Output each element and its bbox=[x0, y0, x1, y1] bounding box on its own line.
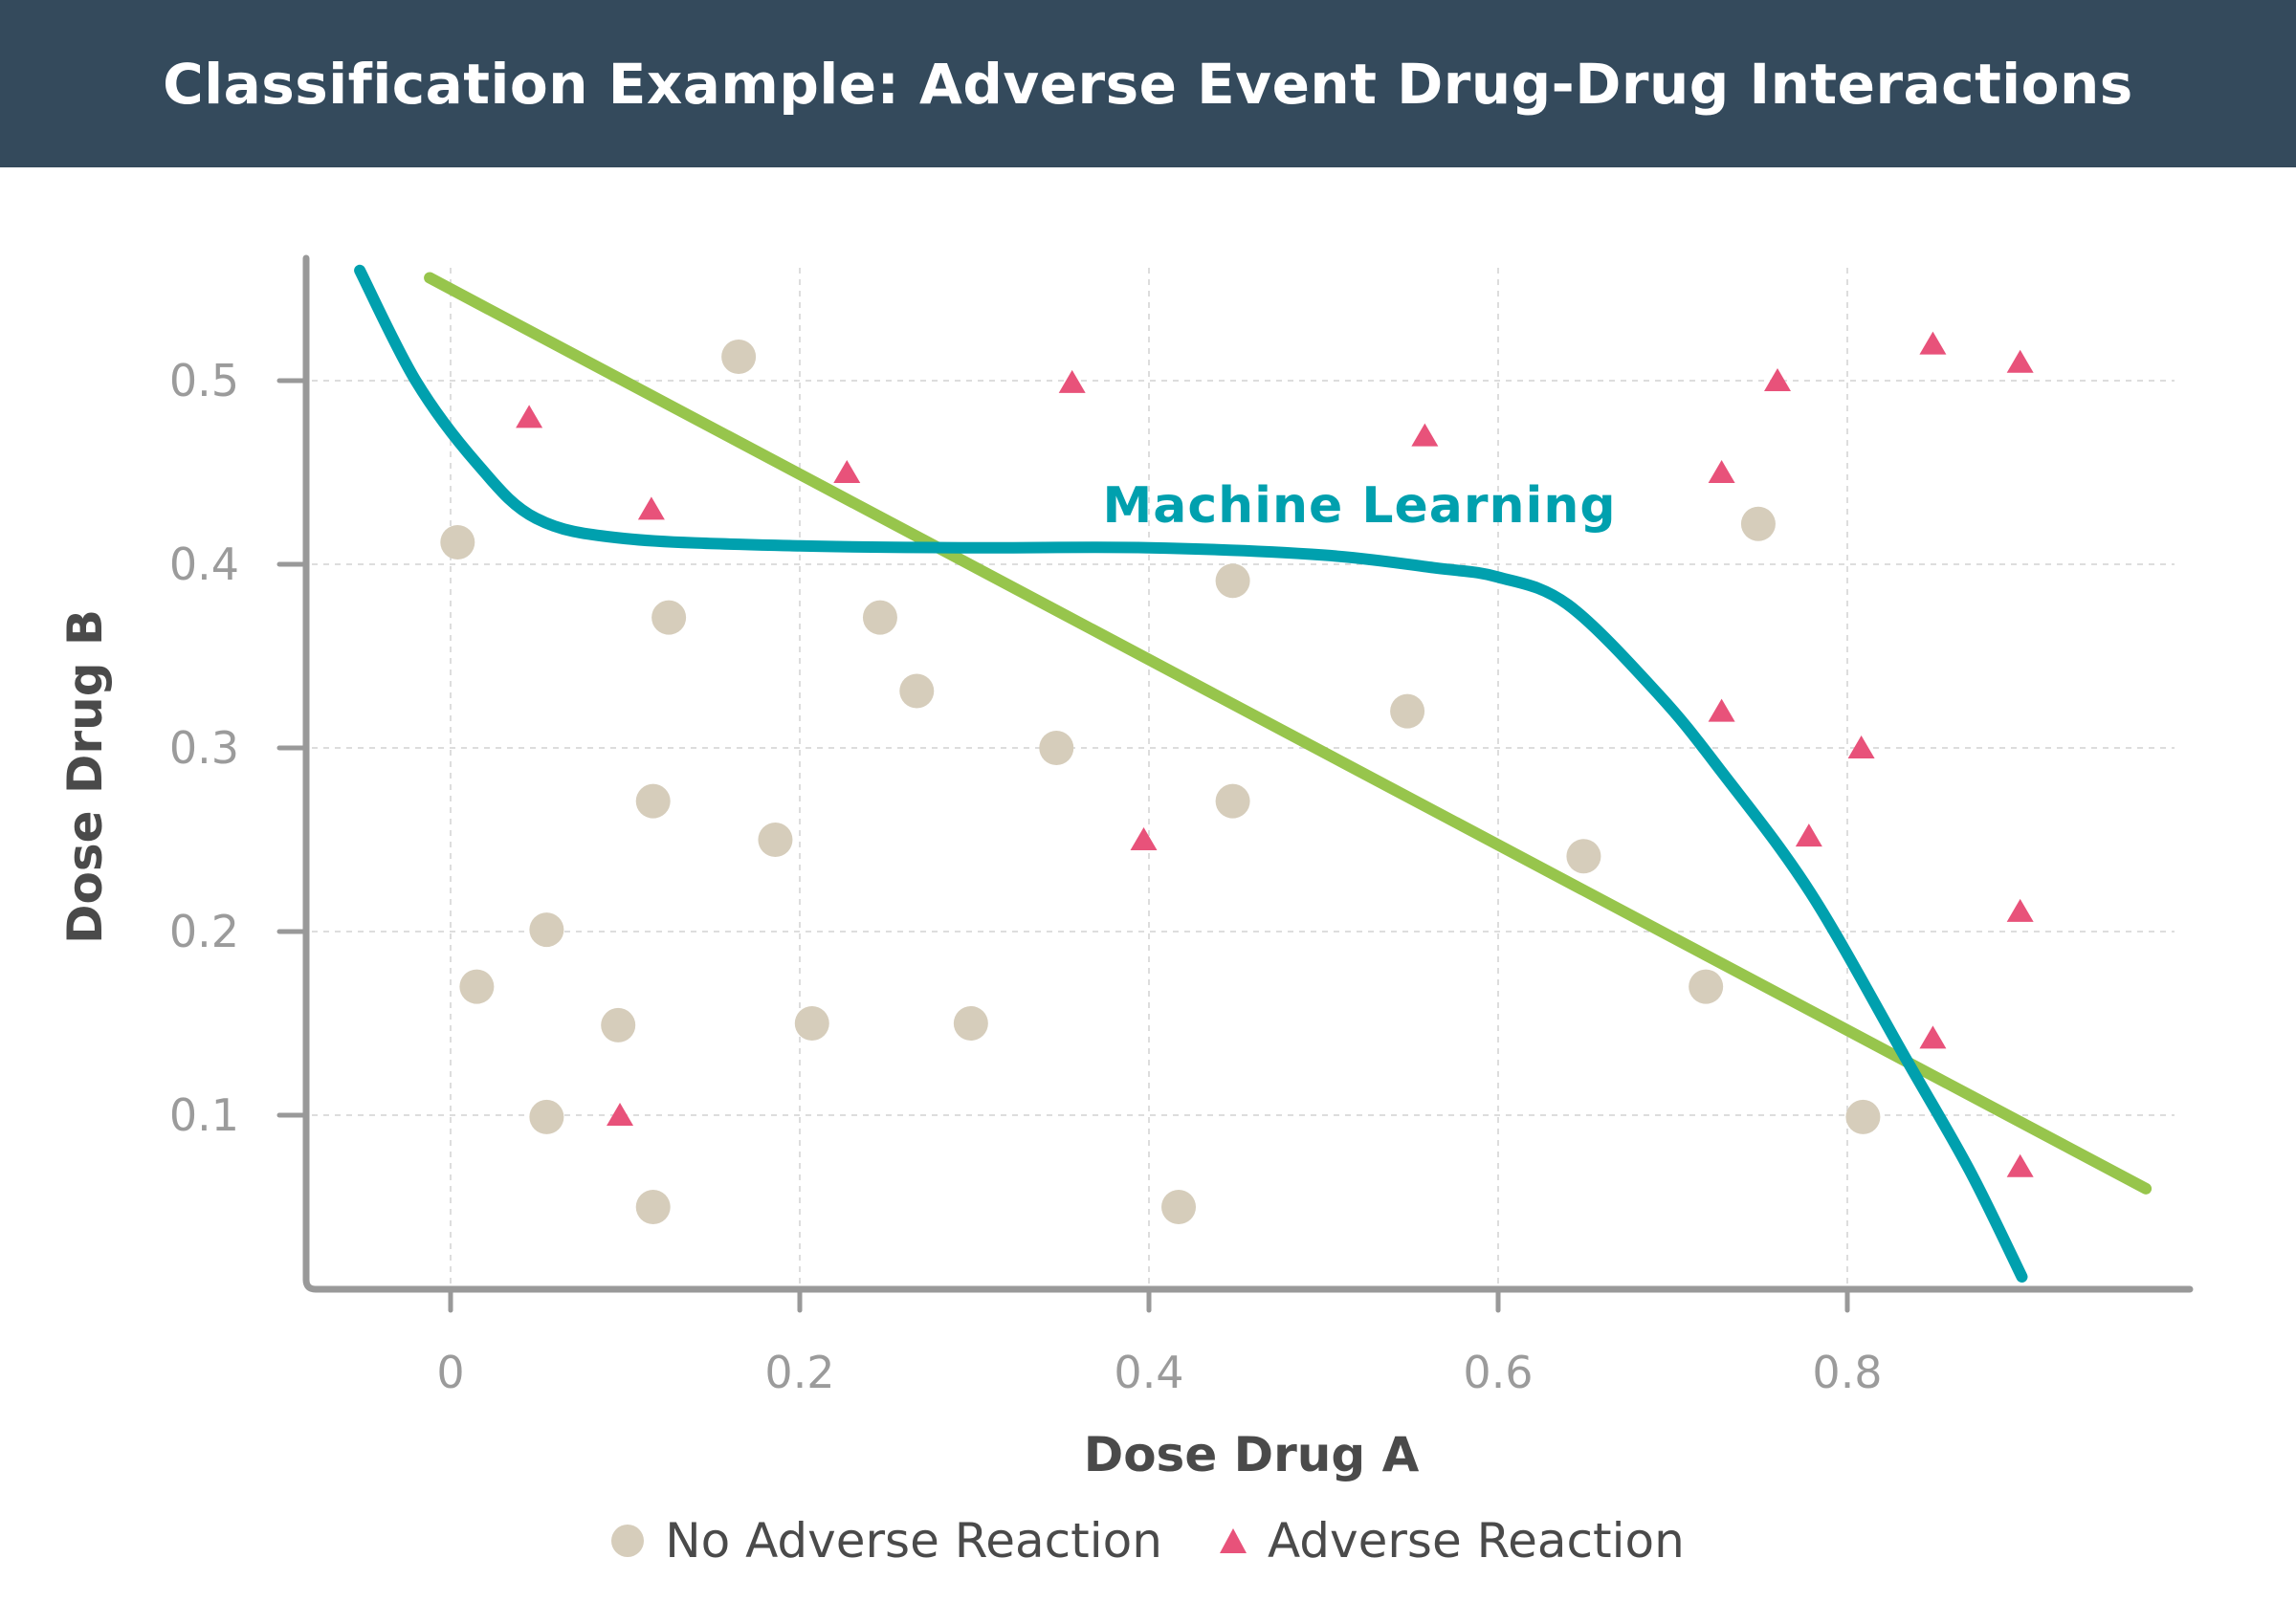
adverse-reaction-point bbox=[1764, 368, 1791, 391]
no-reaction-point bbox=[1566, 839, 1601, 874]
axes bbox=[302, 254, 2194, 1293]
no-reaction-point bbox=[1845, 1099, 1881, 1134]
adverse-reaction-point bbox=[516, 405, 543, 428]
ticks: 0 0.2 0.4 0.6 0.8 0.1 0.2 0.3 0.4 0.5 bbox=[169, 355, 1883, 1398]
no-reaction-point bbox=[529, 1099, 564, 1134]
no-reaction-point bbox=[1215, 563, 1250, 599]
x-tick-label: 0.2 bbox=[764, 1347, 834, 1398]
no-reaction-point bbox=[721, 340, 757, 375]
axis-lines bbox=[302, 254, 2194, 1293]
no-reaction-point bbox=[529, 912, 564, 948]
grid bbox=[312, 268, 2175, 1284]
y-tick-label: 0.4 bbox=[169, 538, 239, 590]
legend-item-reaction: Adverse Reaction bbox=[1219, 1513, 1685, 1569]
no-reaction-point bbox=[899, 673, 935, 709]
adverse-reaction-point bbox=[1411, 423, 1439, 447]
legend-label: No Adverse Reaction bbox=[665, 1513, 1162, 1569]
x-tick-label: 0.8 bbox=[1812, 1347, 1882, 1398]
y-tick-label: 0.5 bbox=[169, 355, 239, 406]
no-reaction-point bbox=[459, 969, 495, 1004]
no-reaction-point bbox=[953, 1006, 988, 1041]
no-reaction-point bbox=[794, 1006, 829, 1041]
x-tick-label: 0 bbox=[436, 1347, 464, 1398]
adverse-reaction-point bbox=[1847, 735, 1875, 758]
no-reaction-point bbox=[1740, 506, 1776, 541]
no-reaction-point bbox=[862, 600, 897, 635]
no-reaction-point bbox=[440, 524, 475, 560]
adverse-reaction-point bbox=[1919, 1025, 1947, 1049]
data-points bbox=[440, 331, 2034, 1224]
no-reaction-point bbox=[1161, 1190, 1197, 1224]
adverse-reaction-point bbox=[1130, 827, 1158, 850]
x-tick-label: 0.4 bbox=[1114, 1347, 1183, 1398]
x-tick-label: 0.6 bbox=[1463, 1347, 1533, 1398]
adverse-reaction-point bbox=[1919, 331, 1947, 355]
y-axis-title: Dose Drug B bbox=[57, 609, 113, 944]
header-bar: Classification Example: Adverse Event Dr… bbox=[0, 0, 2296, 167]
adverse-reaction-point bbox=[1708, 698, 1735, 722]
adverse-reaction-point bbox=[1795, 823, 1822, 847]
no-reaction-point bbox=[1689, 969, 1724, 1004]
ml-curve-label: Machine Learning bbox=[1103, 477, 1617, 535]
no-reaction-point bbox=[635, 1190, 671, 1224]
no-reaction-point bbox=[601, 1007, 636, 1042]
chart-title: Classification Example: Adverse Event Dr… bbox=[163, 51, 2133, 117]
y-tick-label: 0.2 bbox=[169, 906, 239, 957]
no-reaction-point bbox=[1039, 731, 1074, 765]
no-reaction-point bbox=[758, 823, 793, 857]
adverse-reaction-point bbox=[607, 1103, 634, 1126]
adverse-reaction-point bbox=[1058, 369, 1086, 393]
decision-boundaries bbox=[354, 264, 2152, 1283]
legend-item-no-reaction: No Adverse Reaction bbox=[611, 1513, 1162, 1569]
adverse-reaction-point bbox=[833, 460, 861, 483]
triangle-marker-icon bbox=[1219, 1528, 1247, 1553]
y-tick-label: 0.1 bbox=[169, 1089, 239, 1141]
no-reaction-point bbox=[635, 783, 671, 819]
no-reaction-point bbox=[1390, 693, 1425, 729]
linear-boundary-line bbox=[424, 272, 2152, 1195]
adverse-reaction-point bbox=[2006, 898, 2034, 922]
ml-boundary-curve bbox=[354, 264, 2028, 1283]
no-reaction-point bbox=[651, 600, 687, 635]
legend: No Adverse Reaction Adverse Reaction bbox=[0, 1513, 2296, 1569]
circle-marker-icon bbox=[611, 1525, 645, 1557]
adverse-reaction-point bbox=[637, 496, 665, 520]
legend-label: Adverse Reaction bbox=[1267, 1513, 1685, 1569]
no-reaction-point bbox=[1215, 783, 1250, 819]
adverse-reaction-point bbox=[1708, 460, 1735, 483]
adverse-reaction-point bbox=[2006, 1153, 2034, 1177]
y-tick-label: 0.3 bbox=[169, 722, 239, 774]
adverse-reaction-point bbox=[2006, 349, 2034, 373]
x-axis-title: Dose Drug A bbox=[1084, 1427, 1420, 1482]
